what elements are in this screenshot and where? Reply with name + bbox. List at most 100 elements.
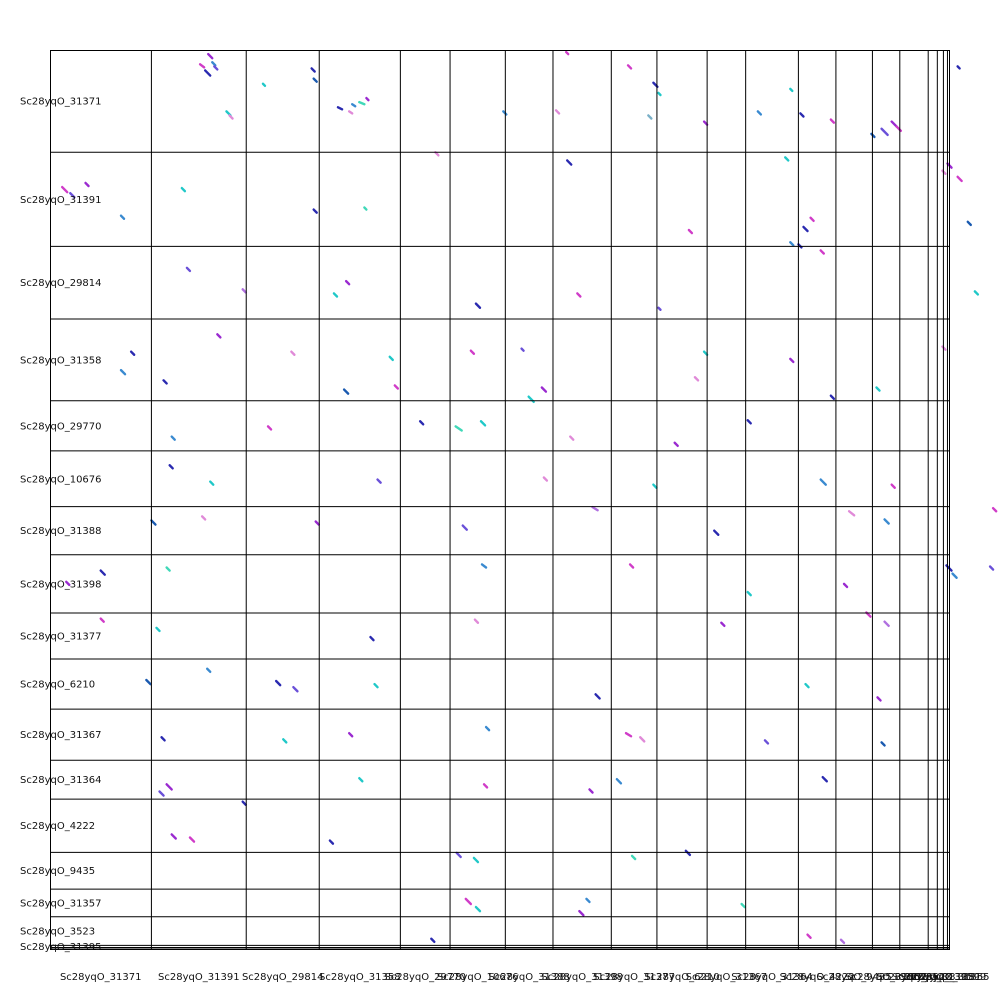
y-tick-label: Sc28yqO_6210 bbox=[20, 680, 95, 691]
alignment-hit bbox=[875, 386, 881, 392]
x-tick-label: Sc28yqO_3523 bbox=[876, 972, 951, 983]
y-tick-label: Sc28yqO_31358 bbox=[20, 355, 102, 366]
alignment-hit bbox=[332, 292, 339, 298]
x-tick-label: Sc28yqO_9435 bbox=[817, 972, 892, 983]
alignment-hit bbox=[624, 731, 633, 738]
alignment-hit bbox=[806, 933, 812, 939]
x-tick-label: Sc28yqO_31358 bbox=[319, 972, 401, 983]
x-tick-label: Sc28yqO_31364 bbox=[731, 972, 813, 983]
alignment-hit bbox=[180, 186, 187, 193]
alignment-hit bbox=[540, 386, 548, 393]
alignment-hit bbox=[638, 736, 646, 743]
alignment-hit bbox=[342, 388, 350, 395]
x-tick-label: Sc28yqO_31367 bbox=[686, 972, 768, 983]
alignment-hit bbox=[200, 515, 207, 521]
alignment-hit bbox=[363, 206, 368, 211]
alignment-hit bbox=[647, 114, 653, 120]
alignment-hit bbox=[746, 590, 752, 597]
alignment-hit bbox=[393, 384, 400, 390]
alignment-hit bbox=[168, 464, 174, 470]
alignment-hit bbox=[657, 91, 662, 97]
alignment-hit bbox=[819, 249, 825, 255]
x-tick-label: Sc28yqO_31399 bbox=[905, 972, 987, 983]
alignment-hit bbox=[365, 96, 370, 102]
alignment-hit bbox=[205, 667, 212, 674]
alignment-hit bbox=[209, 480, 215, 486]
alignment-hit bbox=[789, 87, 794, 93]
alignment-hit bbox=[274, 679, 282, 687]
alignment-hit bbox=[594, 693, 601, 700]
alignment-hit bbox=[84, 181, 90, 188]
y-tick-label: Sc28yqO_29814 bbox=[20, 278, 102, 289]
alignment-hit bbox=[479, 420, 487, 427]
alignment-hit bbox=[165, 783, 173, 791]
alignment-hit bbox=[569, 435, 575, 441]
alignment-hit bbox=[472, 856, 480, 864]
alignment-hit bbox=[702, 120, 709, 126]
x-tick-label: Sc28yqO_4222 bbox=[780, 972, 855, 983]
alignment-hit bbox=[554, 109, 561, 115]
alignment-hit bbox=[314, 520, 320, 526]
alignment-hit bbox=[763, 739, 770, 745]
alignment-hit bbox=[684, 849, 692, 857]
alignment-hit bbox=[687, 228, 694, 235]
alignment-hit bbox=[615, 778, 623, 785]
alignment-hit bbox=[941, 169, 947, 175]
alignment-hit bbox=[69, 191, 76, 199]
x-tick-label: Sc28yqO_31357 bbox=[845, 972, 927, 983]
alignment-hit bbox=[628, 563, 635, 569]
alignment-hit bbox=[185, 266, 192, 273]
alignment-hit bbox=[789, 357, 795, 364]
x-tick-label: Sc28yqO_31388 bbox=[488, 972, 570, 983]
y-tick-label: Sc28yqO_31395 bbox=[20, 942, 102, 953]
alignment-hit bbox=[344, 279, 351, 286]
y-tick-label: Sc28yqO_31371 bbox=[20, 97, 102, 108]
y-tick-label: Sc28yqO_31377 bbox=[20, 632, 102, 643]
x-tick-label: Sc28yqO_31391 bbox=[158, 972, 240, 983]
alignment-hit bbox=[266, 425, 273, 431]
alignment-hit bbox=[290, 350, 296, 356]
alignment-hit bbox=[565, 159, 573, 166]
alignment-hit bbox=[474, 302, 482, 309]
alignment-hit bbox=[213, 65, 219, 71]
alignment-hit bbox=[388, 355, 394, 362]
alignment-hit bbox=[576, 292, 582, 298]
alignment-hit bbox=[789, 241, 795, 247]
y-tick-label: Sc28yqO_31388 bbox=[20, 526, 102, 537]
alignment-hit bbox=[956, 175, 963, 183]
alignment-hit bbox=[839, 938, 846, 945]
y-tick-label: Sc28yqO_10676 bbox=[20, 474, 102, 485]
alignment-hit bbox=[956, 65, 961, 70]
alignment-hit bbox=[588, 788, 594, 794]
alignment-hit bbox=[312, 208, 318, 214]
x-tick-label: Sc28yqO_29770 bbox=[384, 972, 466, 983]
alignment-hit bbox=[480, 563, 488, 569]
alignment-hit bbox=[973, 290, 980, 296]
x-tick-label: Sc28yqO_6210 bbox=[644, 972, 719, 983]
alignment-hit bbox=[203, 69, 212, 77]
alignment-hit bbox=[99, 617, 105, 623]
x-tick-label: Sc28yqO_31377 bbox=[593, 972, 675, 983]
alignment-hit bbox=[358, 100, 366, 106]
alignment-hit bbox=[216, 333, 222, 339]
alignment-hit bbox=[720, 621, 726, 627]
y-tick-label: Sc28yqO_31357 bbox=[20, 898, 102, 909]
alignment-hit bbox=[652, 483, 658, 489]
alignment-hit bbox=[206, 52, 214, 60]
alignment-hit bbox=[673, 441, 679, 447]
alignment-hit bbox=[119, 214, 126, 220]
alignment-hit bbox=[821, 775, 828, 783]
alignment-hit bbox=[847, 510, 856, 517]
y-tick-label: Sc28yqO_31398 bbox=[20, 579, 102, 590]
alignment-hit bbox=[350, 103, 357, 108]
alignment-hit bbox=[430, 937, 436, 944]
alignment-hit bbox=[310, 67, 316, 73]
alignment-hit bbox=[890, 483, 896, 489]
alignment-hit bbox=[756, 110, 763, 116]
x-axis-labels: Sc28yqO_31371 Sc28yqO_31391 Sc28yqO_29814S… bbox=[60, 972, 990, 983]
alignment-hit bbox=[228, 114, 234, 120]
alignment-hit bbox=[880, 127, 889, 137]
alignment-hit bbox=[520, 347, 525, 352]
alignment-hit bbox=[657, 306, 662, 311]
y-tick-label: Sc28yqO_31391 bbox=[20, 195, 102, 206]
